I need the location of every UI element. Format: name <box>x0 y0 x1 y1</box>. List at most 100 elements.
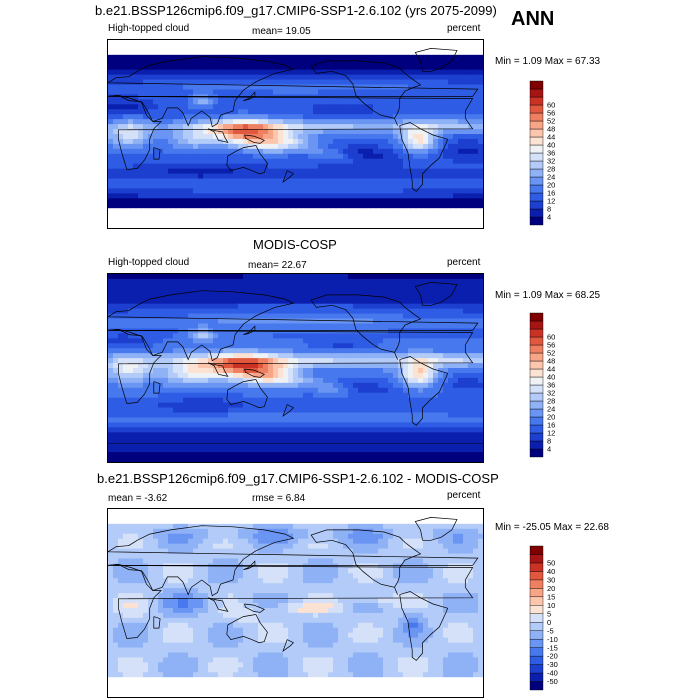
map-cell <box>233 64 239 71</box>
map-cell <box>403 318 409 324</box>
map-cell <box>153 109 159 115</box>
map-cell <box>413 338 419 344</box>
map-cell <box>403 74 409 80</box>
map-cell <box>138 84 144 90</box>
map-cell <box>383 402 389 408</box>
map-cell <box>293 308 299 314</box>
map-cell <box>318 283 324 290</box>
map-cell <box>388 173 394 179</box>
map-cell <box>253 392 259 399</box>
map-cell <box>388 193 394 199</box>
map-cell <box>238 397 244 404</box>
map-cell <box>283 338 289 344</box>
map-cell <box>418 54 424 61</box>
map-cell <box>318 148 324 155</box>
map-cell <box>408 99 414 105</box>
map-cell <box>423 168 429 174</box>
map-cell <box>113 303 119 310</box>
map-cell <box>423 402 429 408</box>
map-cell <box>443 323 449 329</box>
map-cell <box>233 153 239 160</box>
map-cell <box>258 298 264 305</box>
map-cell <box>153 203 159 209</box>
map-cell <box>288 114 294 120</box>
map-cell <box>318 124 324 130</box>
map-cell <box>423 74 429 80</box>
map-cell <box>273 293 279 300</box>
map-cell <box>223 343 229 349</box>
map-cell <box>318 84 324 90</box>
map-cell <box>353 298 359 305</box>
map-cell <box>458 387 464 394</box>
map-cell <box>248 348 254 354</box>
map-cell <box>398 218 404 224</box>
map-cell <box>418 407 424 413</box>
map-cell <box>383 173 389 179</box>
map-cell <box>278 158 284 165</box>
map-cell <box>398 283 404 290</box>
map-cell <box>428 124 434 130</box>
map-cell <box>318 94 324 100</box>
map-cell <box>438 129 444 135</box>
map-cell <box>343 69 349 76</box>
map-cell <box>338 183 344 189</box>
map-cell <box>463 392 469 399</box>
map-cell <box>148 148 154 155</box>
map-cell <box>438 79 444 85</box>
map-cell <box>473 49 479 56</box>
map-cell <box>398 168 404 174</box>
map-cell <box>468 338 474 344</box>
map-cell <box>198 188 204 194</box>
map-cell <box>398 64 404 71</box>
map-cell <box>388 64 394 71</box>
map-cell <box>383 333 389 339</box>
map-cell <box>113 104 119 110</box>
map-cell <box>298 158 304 165</box>
map-cell <box>288 104 294 110</box>
map-cell <box>158 333 164 339</box>
map-cell <box>248 318 254 324</box>
map-cell <box>403 134 409 140</box>
map-cell <box>213 353 219 359</box>
map-cell <box>198 213 204 219</box>
map-cell <box>243 213 249 219</box>
map-cell <box>263 40 269 46</box>
map-cell <box>313 213 319 219</box>
map-cell <box>183 358 189 364</box>
map-cell <box>348 173 354 179</box>
map-cell <box>258 168 264 174</box>
map-cell <box>133 223 139 228</box>
map-cell <box>468 129 474 135</box>
map-cell <box>268 40 274 46</box>
map-cell <box>298 323 304 329</box>
map-cell <box>308 173 314 179</box>
map-cell <box>333 308 339 314</box>
map-cell <box>283 84 289 90</box>
map-cell <box>458 44 464 51</box>
map-cell <box>273 348 279 354</box>
map-cell <box>273 318 279 324</box>
map-cell <box>333 333 339 339</box>
map-cell <box>143 363 149 369</box>
map-cell <box>133 213 139 219</box>
map-cell <box>463 138 469 145</box>
map-cell <box>283 407 289 413</box>
map-cell <box>368 407 374 413</box>
map-cell <box>153 54 159 61</box>
map-cell <box>153 94 159 100</box>
map-cell <box>463 338 469 344</box>
map-cell <box>433 198 439 204</box>
map-cell <box>208 208 214 214</box>
panel1-title: b.e21.BSSP126cmip6.f09_g17.CMIP6-SSP1-2.… <box>95 3 497 18</box>
map-cell <box>418 318 424 324</box>
map-cell <box>178 348 184 354</box>
map-cell <box>323 213 329 219</box>
map-cell <box>188 74 194 80</box>
map-cell <box>218 397 224 404</box>
map-cell <box>358 377 364 384</box>
map-cell <box>158 218 164 224</box>
map-cell <box>478 278 483 285</box>
map-cell <box>108 308 114 314</box>
map-cell <box>378 333 384 339</box>
map-cell <box>323 64 329 71</box>
